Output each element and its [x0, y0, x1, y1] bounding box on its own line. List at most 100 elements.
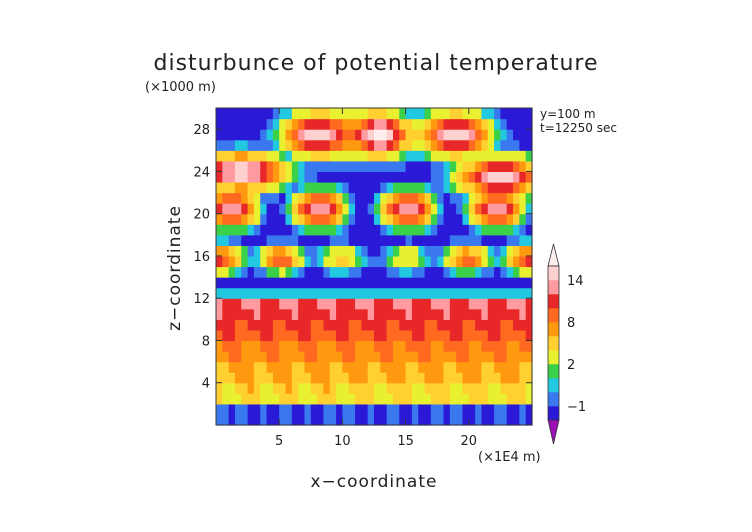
heatmap-cell: [216, 361, 223, 373]
heatmap-cell: [272, 171, 280, 183]
heatmap-cell: [247, 139, 255, 151]
heatmap-cell: [222, 298, 230, 310]
heatmap-cell: [411, 329, 419, 342]
heatmap-cell: [386, 255, 394, 268]
heatmap-cell: [234, 203, 242, 215]
heatmap-cell: [348, 308, 356, 320]
heatmap-cell: [449, 287, 457, 299]
heatmap-cell: [386, 351, 394, 363]
heatmap-cell: [443, 108, 451, 120]
heatmap-cell: [525, 139, 533, 151]
x-axis: 5 10 15 20: [275, 108, 477, 449]
heatmap-cell: [361, 139, 369, 151]
heatmap-cell: [304, 382, 312, 394]
heatmap-cell: [355, 361, 362, 373]
heatmap-cell: [291, 266, 299, 278]
heatmap-cell: [272, 393, 280, 405]
heatmap-cell: [304, 361, 312, 373]
heatmap-cell: [355, 340, 362, 352]
heatmap-cell: [247, 277, 255, 289]
heatmap-cell: [304, 329, 312, 342]
heatmap-cell: [392, 192, 400, 204]
heatmap-cell: [348, 118, 356, 130]
heatmap-cell: [266, 139, 274, 151]
heatmap-cell: [481, 319, 489, 331]
heatmap-cell: [525, 403, 533, 416]
heatmap-cell: [317, 372, 325, 384]
heatmap-cell: [272, 213, 280, 225]
heatmap-cell: [348, 298, 356, 310]
heatmap-cell: [222, 150, 230, 162]
heatmap-cell: [462, 192, 470, 204]
heatmap-cell: [342, 181, 350, 194]
heatmap-cell: [487, 308, 495, 320]
heatmap-cell: [405, 403, 413, 416]
heatmap-cell: [513, 171, 520, 183]
heatmap-cell: [323, 224, 331, 236]
heatmap-cell: [475, 255, 483, 268]
heatmap-cell: [380, 181, 388, 194]
heatmap-cell: [279, 351, 287, 363]
heatmap-cell: [361, 414, 369, 426]
heatmap-cell: [513, 245, 520, 257]
heatmap-cell: [266, 277, 274, 289]
heatmap-cell: [285, 255, 293, 268]
heatmap-cell: [253, 277, 261, 289]
heatmap-cell: [437, 192, 445, 204]
heatmap-cell: [405, 266, 413, 278]
heatmap-cell: [418, 340, 426, 352]
heatmap-cell: [336, 213, 343, 225]
heatmap-cell: [355, 393, 362, 405]
heatmap-cell: [405, 181, 413, 194]
heatmap-cell: [266, 192, 274, 204]
heatmap-cell: [342, 372, 350, 384]
heatmap-cell: [456, 277, 464, 289]
heatmap-cell: [304, 308, 312, 320]
heatmap-cell: [222, 266, 230, 278]
heatmap-cell: [342, 129, 350, 141]
heatmap-cell: [260, 382, 268, 394]
heatmap-cell: [304, 139, 312, 151]
heatmap-cell: [424, 340, 432, 352]
heatmap-cell: [430, 213, 438, 225]
heatmap-cell: [487, 351, 495, 363]
heatmap-cell: [374, 203, 381, 215]
heatmap-cell: [266, 340, 274, 352]
heatmap-cell: [424, 298, 432, 310]
heatmap-cell: [456, 351, 464, 363]
heatmap-cell: [253, 340, 261, 352]
heatmap-cell: [386, 160, 394, 172]
heatmap-cell: [291, 351, 299, 363]
heatmap-cell: [260, 361, 268, 373]
heatmap-cell: [418, 255, 426, 268]
heatmap-cell: [443, 255, 451, 268]
heatmap-cell: [500, 224, 508, 236]
heatmap-cell: [323, 298, 331, 310]
heatmap-cell: [222, 171, 230, 183]
heatmap-cell: [323, 108, 331, 120]
heatmap-cell: [513, 414, 520, 426]
heatmap-cell: [475, 181, 483, 194]
heatmap-cell: [506, 372, 514, 384]
heatmap-cell: [424, 414, 432, 426]
heatmap-cell: [462, 414, 470, 426]
heatmap-cell: [500, 129, 508, 141]
heatmap-cell: [494, 340, 501, 352]
heatmap-cell: [475, 203, 483, 215]
heatmap-cell: [216, 171, 223, 183]
heatmap-cell: [411, 224, 419, 236]
heatmap-cell: [272, 403, 280, 416]
heatmap-cell: [525, 277, 533, 289]
heatmap-cell: [430, 329, 438, 342]
heatmap-cell: [323, 287, 331, 299]
heatmap-cell: [487, 298, 495, 310]
heatmap-cell: [323, 192, 331, 204]
heatmap-cell: [437, 139, 445, 151]
heatmap-cell: [361, 234, 369, 246]
heatmap-cell: [430, 203, 438, 215]
heatmap-cell: [468, 118, 476, 130]
heatmap-cell: [317, 150, 325, 162]
heatmap-cell: [500, 308, 508, 320]
heatmap-cell: [253, 224, 261, 236]
heatmap-cell: [405, 171, 413, 183]
